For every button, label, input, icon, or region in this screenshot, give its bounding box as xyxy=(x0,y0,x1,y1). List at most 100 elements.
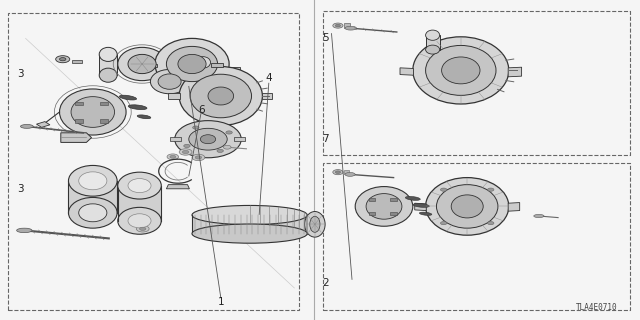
Ellipse shape xyxy=(68,197,117,228)
Circle shape xyxy=(136,226,149,232)
Ellipse shape xyxy=(426,178,509,235)
Circle shape xyxy=(335,24,340,27)
Ellipse shape xyxy=(195,57,211,68)
Circle shape xyxy=(223,145,231,149)
Ellipse shape xyxy=(208,87,234,105)
Ellipse shape xyxy=(99,68,117,82)
Ellipse shape xyxy=(405,196,420,200)
Ellipse shape xyxy=(305,212,325,237)
Bar xyxy=(369,198,375,201)
Ellipse shape xyxy=(413,37,509,104)
Ellipse shape xyxy=(179,67,262,125)
Bar xyxy=(344,23,350,28)
Polygon shape xyxy=(168,93,180,99)
Bar xyxy=(390,198,397,201)
Ellipse shape xyxy=(355,187,413,226)
Ellipse shape xyxy=(178,54,206,74)
Bar xyxy=(227,67,240,70)
Ellipse shape xyxy=(426,30,440,40)
Ellipse shape xyxy=(310,216,320,232)
Circle shape xyxy=(179,149,192,155)
Bar xyxy=(170,137,181,141)
Text: 5: 5 xyxy=(322,33,328,44)
Bar xyxy=(75,119,83,123)
Ellipse shape xyxy=(192,224,307,243)
Polygon shape xyxy=(508,203,520,211)
Ellipse shape xyxy=(79,172,107,190)
Text: 2: 2 xyxy=(322,278,328,288)
Ellipse shape xyxy=(20,124,33,128)
Bar xyxy=(195,62,211,78)
Ellipse shape xyxy=(534,214,544,218)
Polygon shape xyxy=(118,186,161,221)
Ellipse shape xyxy=(128,105,147,109)
Polygon shape xyxy=(508,67,522,77)
Ellipse shape xyxy=(200,135,216,144)
Ellipse shape xyxy=(118,207,161,234)
Ellipse shape xyxy=(451,195,483,218)
Ellipse shape xyxy=(71,97,115,127)
Circle shape xyxy=(488,221,494,225)
Polygon shape xyxy=(415,203,426,211)
Circle shape xyxy=(193,126,199,129)
Bar xyxy=(100,119,108,123)
Circle shape xyxy=(167,154,179,160)
Circle shape xyxy=(184,144,190,148)
Bar xyxy=(323,11,630,155)
Polygon shape xyxy=(68,181,117,213)
Ellipse shape xyxy=(79,204,107,222)
Bar xyxy=(344,170,349,174)
Circle shape xyxy=(335,171,340,173)
Ellipse shape xyxy=(155,38,229,90)
Bar xyxy=(390,212,397,215)
Ellipse shape xyxy=(345,172,355,176)
Ellipse shape xyxy=(120,95,136,100)
Circle shape xyxy=(333,23,343,28)
Bar xyxy=(426,35,440,50)
Bar xyxy=(369,212,375,215)
Ellipse shape xyxy=(137,115,151,119)
Circle shape xyxy=(170,156,175,158)
Circle shape xyxy=(195,156,202,159)
Ellipse shape xyxy=(426,45,496,95)
Text: 7: 7 xyxy=(322,134,328,144)
Ellipse shape xyxy=(99,47,117,61)
Text: TLA4E0710: TLA4E0710 xyxy=(576,303,618,312)
Circle shape xyxy=(182,150,189,154)
Text: 4: 4 xyxy=(266,73,272,84)
Ellipse shape xyxy=(413,204,429,207)
Ellipse shape xyxy=(118,172,161,199)
Bar xyxy=(75,102,83,105)
Text: 1: 1 xyxy=(218,297,224,308)
Polygon shape xyxy=(192,215,307,234)
Ellipse shape xyxy=(192,205,307,225)
Circle shape xyxy=(217,149,223,152)
Ellipse shape xyxy=(17,228,32,233)
Polygon shape xyxy=(61,133,92,142)
Ellipse shape xyxy=(128,179,151,193)
Bar xyxy=(99,54,117,75)
Bar xyxy=(144,64,157,67)
Circle shape xyxy=(56,56,70,63)
Bar xyxy=(234,137,245,141)
Text: 3: 3 xyxy=(17,184,24,194)
Circle shape xyxy=(140,227,146,230)
Polygon shape xyxy=(36,122,50,127)
Ellipse shape xyxy=(345,26,356,30)
Ellipse shape xyxy=(68,165,117,196)
Ellipse shape xyxy=(128,214,151,228)
Ellipse shape xyxy=(366,194,402,219)
Circle shape xyxy=(192,154,205,161)
Ellipse shape xyxy=(150,69,189,94)
Text: 6: 6 xyxy=(198,105,205,116)
Ellipse shape xyxy=(166,46,218,82)
Bar xyxy=(8,13,299,310)
Bar xyxy=(323,163,630,310)
Polygon shape xyxy=(400,68,413,75)
Ellipse shape xyxy=(195,74,211,83)
Ellipse shape xyxy=(442,57,480,84)
Circle shape xyxy=(440,188,447,191)
Ellipse shape xyxy=(128,54,156,74)
Polygon shape xyxy=(262,93,272,99)
Bar xyxy=(72,60,82,63)
